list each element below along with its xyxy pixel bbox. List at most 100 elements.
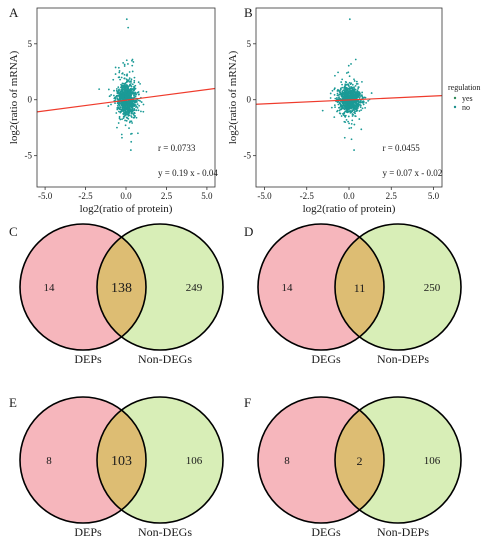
data-point <box>120 133 123 136</box>
venn-left-label: DEGs <box>311 352 341 366</box>
venn-right-outline <box>96 396 224 524</box>
data-point <box>329 92 332 95</box>
data-point <box>110 103 112 106</box>
data-point <box>350 105 353 108</box>
data-point <box>135 93 138 95</box>
data-point <box>113 96 116 99</box>
data-point <box>343 86 345 89</box>
venn-right-outline <box>334 223 462 351</box>
data-point <box>348 81 351 84</box>
data-point <box>367 99 370 102</box>
data-point <box>364 96 367 99</box>
data-point <box>127 26 130 29</box>
y-tick-label: 5 <box>247 39 252 49</box>
data-point <box>365 101 367 104</box>
data-point <box>341 90 344 93</box>
data-point <box>339 102 342 105</box>
data-point <box>110 94 113 96</box>
data-point <box>349 83 352 86</box>
data-point <box>352 101 355 104</box>
y-tick-label: 0 <box>28 95 33 105</box>
data-point <box>117 86 120 89</box>
data-point <box>344 88 347 91</box>
data-point <box>137 109 140 112</box>
data-point <box>140 101 143 103</box>
data-point <box>358 91 361 94</box>
data-point <box>356 94 359 97</box>
data-point <box>336 109 339 112</box>
data-point <box>348 127 351 130</box>
data-point <box>119 118 122 121</box>
data-point <box>116 102 119 105</box>
venn-left-count: 14 <box>282 282 294 294</box>
data-point <box>339 98 342 100</box>
data-point <box>118 115 121 118</box>
data-point <box>131 83 134 86</box>
data-point <box>353 111 355 114</box>
panel-letter-b: B <box>244 5 253 20</box>
data-point <box>121 87 123 90</box>
data-point <box>125 119 128 122</box>
data-point <box>142 90 145 93</box>
data-point <box>139 100 142 102</box>
data-point <box>353 100 356 103</box>
data-point <box>128 91 131 93</box>
data-point <box>355 83 358 85</box>
data-point <box>334 74 336 77</box>
venn-right-label: Non-DEPs <box>377 525 429 539</box>
data-point <box>125 80 128 83</box>
x-axis-title: log2(ratio of protein) <box>80 203 173 215</box>
data-point <box>121 136 123 139</box>
data-point <box>136 106 139 109</box>
data-point <box>344 94 346 97</box>
data-point <box>130 106 133 108</box>
venn-left-count: 8 <box>284 455 290 467</box>
data-point <box>333 116 336 119</box>
data-point <box>138 93 140 96</box>
data-point <box>129 133 132 135</box>
data-point <box>127 89 130 92</box>
data-point <box>119 96 122 99</box>
data-point <box>130 92 133 95</box>
data-point <box>357 104 360 106</box>
data-point <box>354 95 357 97</box>
data-point <box>336 94 339 97</box>
data-point <box>347 94 349 96</box>
data-point <box>128 84 131 87</box>
data-point <box>120 76 123 79</box>
data-point <box>113 94 115 97</box>
data-point <box>348 103 351 105</box>
data-point <box>349 101 351 104</box>
data-point <box>133 89 135 92</box>
venn-right-label: Non-DEPs <box>377 352 429 366</box>
scatter-panel-b: -5.0 -2.5 0.0 2.5 5.0 5 0 -5 log2(ratio of prote… <box>227 7 443 215</box>
x-tick-label: 0.0 <box>120 191 132 201</box>
data-point <box>348 18 351 21</box>
data-point <box>126 88 129 91</box>
data-point <box>115 89 118 92</box>
data-point <box>134 87 137 90</box>
data-point <box>352 100 355 103</box>
data-point <box>112 78 115 81</box>
correlation-annotation: r = 0.0733 <box>158 143 196 153</box>
y-tick-label: -5 <box>244 151 252 161</box>
data-point <box>329 97 332 99</box>
data-point <box>346 83 348 86</box>
data-point <box>127 114 130 117</box>
data-point <box>350 111 353 113</box>
data-point <box>123 73 126 76</box>
data-point <box>334 97 337 100</box>
data-point <box>347 115 350 118</box>
data-point <box>345 119 348 121</box>
data-point <box>358 118 361 120</box>
data-point <box>116 92 119 94</box>
data-point <box>345 98 348 100</box>
data-point <box>345 100 348 103</box>
data-point <box>359 106 362 109</box>
data-point <box>130 140 133 143</box>
data-point <box>347 64 350 67</box>
data-point <box>117 122 120 124</box>
data-point <box>116 97 119 100</box>
venn-overlap-region <box>97 237 146 337</box>
